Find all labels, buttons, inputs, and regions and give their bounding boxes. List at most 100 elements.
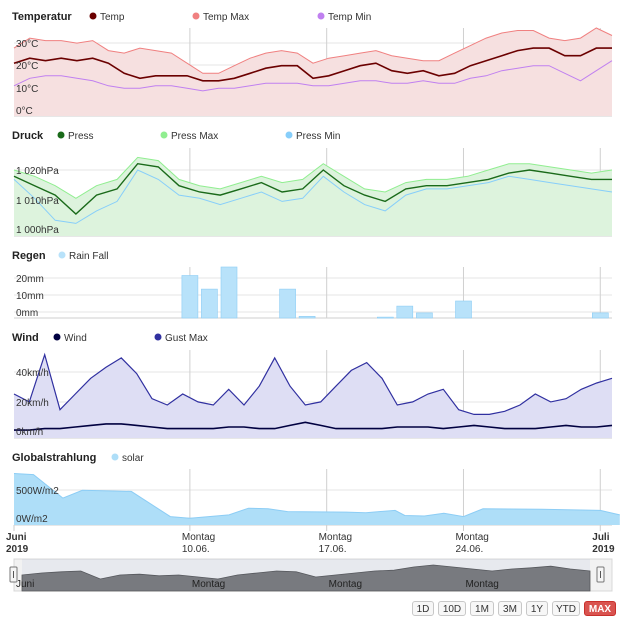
x-tick-label: 2019	[592, 544, 615, 555]
panel-regen-plot: 20mm 10mm 0mm	[14, 266, 612, 319]
series-line-press-max	[13, 156, 613, 199]
x-tick-label: Montag	[182, 532, 215, 543]
x-tick-label: Juni	[6, 532, 27, 543]
panel-globalstrahlung-plot: 500W/m2 0W/m2	[13, 469, 620, 526]
panel-temperatur-plot: 30°C 20°C 10°C 0°C	[13, 27, 613, 117]
y-tick-label: 20mm	[16, 274, 44, 285]
x-tick-label: Juli	[592, 532, 609, 543]
series-area-temp-max	[14, 28, 612, 116]
legend-item-temp-min[interactable]: Temp Min	[328, 12, 371, 23]
rain-bar[interactable]	[181, 275, 199, 319]
x-tick-label: Montag	[319, 532, 352, 543]
navigator-label: Montag	[329, 579, 362, 590]
rain-bar[interactable]	[396, 305, 414, 319]
rain-bar[interactable]	[376, 316, 394, 319]
legend-marker-wind	[53, 333, 61, 341]
legend-marker-press-min	[285, 131, 293, 139]
rain-bar[interactable]	[220, 266, 238, 319]
y-tick-label: 500W/m2	[16, 486, 59, 497]
legend-item-temp[interactable]: Temp	[100, 12, 125, 23]
legend-item-wind[interactable]: Wind	[64, 333, 87, 344]
y-tick-label: 0W/m2	[16, 514, 48, 525]
legend-marker-solar	[111, 453, 119, 461]
panel-temperatur-legend: Temperatur Temp Temp Max Temp Min	[12, 11, 371, 23]
series-area-gust-max	[14, 354, 612, 438]
x-axis: Juni2019Montag10.06.Montag17.06.Montag24…	[6, 525, 615, 555]
panel-wind-plot: 40km/h 20km/h 0km/h	[13, 350, 613, 439]
legend-item-solar[interactable]: solar	[122, 453, 144, 464]
x-tick-label: 24.06.	[455, 544, 483, 555]
range-button-10d[interactable]: 10D	[438, 601, 466, 616]
rain-bar[interactable]	[455, 300, 472, 319]
rain-bar[interactable]	[298, 315, 316, 319]
rain-bar[interactable]	[416, 312, 433, 319]
y-tick-label: 10mm	[16, 291, 44, 302]
legend-marker-rain	[58, 251, 66, 259]
series-line-temp	[13, 47, 612, 82]
panel-title-temperatur: Temperatur	[12, 11, 72, 23]
legend-marker-gust-max	[154, 333, 162, 341]
y-tick-label: 1 010hPa	[16, 196, 59, 207]
y-tick-label: 10°C	[16, 84, 38, 95]
x-tick-label: 2019	[6, 544, 29, 555]
navigator-label: Juni	[16, 579, 34, 590]
panel-wind-legend: Wind Wind Gust Max	[12, 332, 208, 344]
panel-title-regen: Regen	[12, 250, 46, 262]
legend-marker-temp-max	[192, 12, 200, 20]
panel-title-druck: Druck	[12, 130, 44, 142]
y-tick-label: 0km/h	[16, 427, 43, 438]
series-line-press-min	[13, 169, 613, 224]
series-line-solar	[13, 473, 620, 519]
panel-regen-legend: Regen Rain Fall	[12, 250, 108, 262]
range-button-1d[interactable]: 1D	[412, 601, 434, 616]
series-area-press-max	[14, 157, 612, 236]
legend-item-temp-max[interactable]: Temp Max	[203, 12, 249, 23]
legend-marker-temp	[89, 12, 97, 20]
panel-druck-legend: Druck Press Press Max Press Min	[12, 130, 340, 142]
panel-druck-plot: 1 020hPa 1 010hPa 1 000hPa	[13, 148, 613, 237]
rain-bar[interactable]	[279, 288, 296, 319]
y-tick-label: 1 020hPa	[16, 166, 59, 177]
navigator-selection[interactable]	[22, 559, 590, 591]
legend-item-rain[interactable]: Rain Fall	[69, 251, 108, 262]
legend-item-press[interactable]: Press	[68, 131, 94, 142]
range-button-3m[interactable]: 3M	[498, 601, 522, 616]
panel-title-globalstrahlung: Globalstrahlung	[12, 452, 96, 464]
y-tick-label: 0°C	[16, 106, 33, 117]
navigator-series	[21, 564, 591, 592]
y-tick-label: 30°C	[16, 39, 38, 50]
series-line-temp-min	[13, 60, 613, 92]
legend-item-press-max[interactable]: Press Max	[171, 131, 218, 142]
series-line-wind	[14, 421, 613, 431]
y-tick-label: 20°C	[16, 61, 38, 72]
y-tick-label: 20km/h	[16, 398, 49, 409]
legend-item-press-min[interactable]: Press Min	[296, 131, 340, 142]
navigator[interactable]: Juni Montag Montag Montag	[9, 558, 613, 592]
legend-item-gust-max[interactable]: Gust Max	[165, 333, 208, 344]
x-tick-label: 17.06.	[319, 544, 347, 555]
range-button-ytd[interactable]: YTD	[552, 601, 580, 616]
navigator-label: Montag	[465, 579, 498, 590]
legend-marker-press-max	[160, 131, 168, 139]
y-tick-label: 1 000hPa	[16, 225, 59, 236]
rain-bar[interactable]	[591, 312, 609, 319]
series-line-press	[13, 162, 612, 215]
series-line-gust-max	[13, 352, 613, 415]
series-area-solar	[14, 473, 620, 525]
legend-marker-press	[57, 131, 65, 139]
range-button-1y[interactable]: 1Y	[526, 601, 548, 616]
panel-title-wind: Wind	[12, 332, 39, 344]
panel-global-legend: Globalstrahlung solar	[12, 452, 144, 464]
series-line-temp-max	[13, 27, 613, 74]
y-tick-label: 40km/h	[16, 368, 49, 379]
navigator-label: Montag	[192, 579, 225, 590]
y-tick-label: 0mm	[16, 308, 38, 319]
rain-bar[interactable]	[201, 288, 218, 319]
x-tick-label: 10.06.	[182, 544, 210, 555]
range-button-max[interactable]: MAX	[584, 601, 616, 616]
legend-marker-temp-min	[317, 12, 325, 20]
x-tick-label: Montag	[455, 532, 488, 543]
plot-area: 30°C 20°C 10°C 0°C 1 020hPa 1 010hPa 1 000hPa 2…	[13, 27, 620, 526]
range-button-1m[interactable]: 1M	[470, 601, 494, 616]
